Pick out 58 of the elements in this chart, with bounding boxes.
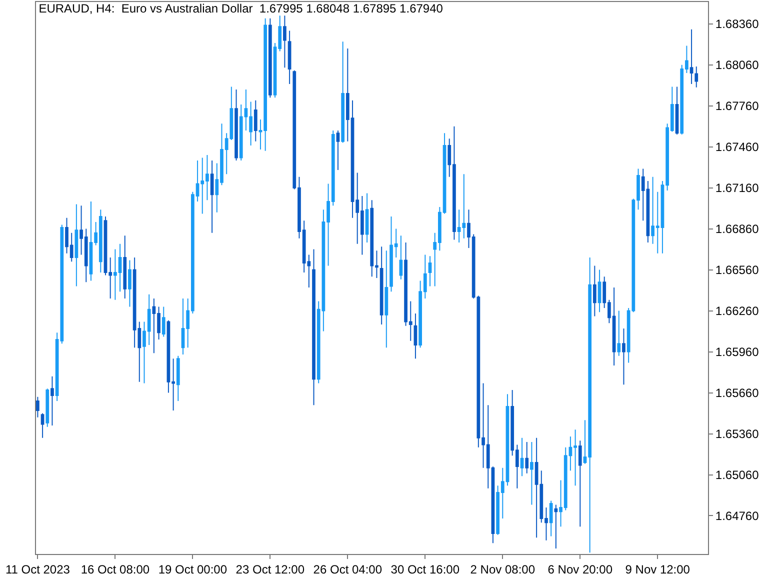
candlestick	[123, 235, 127, 299]
y-tick-label: 1.68060	[715, 58, 760, 72]
x-tick-label: 19 Oct 00:00	[158, 562, 228, 576]
candlestick	[176, 355, 180, 402]
y-tick-label: 1.67460	[715, 140, 760, 154]
candlestick	[162, 306, 166, 338]
y-tick-label: 1.64760	[715, 508, 760, 523]
candlestick	[365, 192, 369, 243]
candlestick	[530, 441, 534, 506]
y-tick-label: 1.65360	[715, 426, 760, 441]
candlestick	[414, 313, 418, 360]
y-tick-label: 1.66260	[715, 304, 760, 318]
x-tick-label: 26 Oct 04:00	[313, 562, 382, 576]
candlestick	[210, 160, 214, 234]
y-tick-label: 1.67760	[715, 99, 760, 114]
candlestick	[525, 441, 529, 474]
x-tick-label: 30 Oct 16:00	[390, 562, 460, 576]
candlestick	[234, 88, 238, 161]
candlestick	[598, 269, 602, 313]
candlestick	[288, 30, 292, 84]
x-tick-label: 2 Nov 08:00	[470, 562, 536, 576]
candlestick	[40, 412, 44, 438]
candlestick	[128, 260, 132, 308]
y-tick-label: 1.65960	[715, 344, 760, 359]
y-tick-label: 1.67160	[715, 181, 760, 196]
x-tick-label: 6 Nov 20:00	[548, 562, 613, 576]
candlestick	[36, 396, 40, 418]
chart-title: EURAUD, H4: Euro vs Australian Dollar 1.67995 1.68048 1.67895 1.67940	[38, 1, 444, 16]
candlestick	[399, 235, 403, 280]
candlestick	[268, 18, 272, 98]
x-tick-label: 9 Nov 12:00	[625, 562, 690, 576]
x-tick-label: 11 Oct 2023	[5, 562, 70, 576]
candlestick	[578, 440, 582, 528]
y-tick-label: 1.65060	[715, 468, 760, 482]
y-tick-label: 1.66860	[715, 222, 760, 236]
candlestick	[592, 265, 596, 317]
candlestick	[554, 504, 558, 550]
candlestick	[254, 100, 258, 142]
candlestick	[50, 376, 54, 426]
y-tick-label: 1.66560	[715, 263, 760, 277]
candlestick	[428, 256, 432, 287]
candlestick	[341, 41, 345, 144]
candlestick	[384, 250, 388, 348]
candlestick	[312, 248, 316, 406]
candlestick	[74, 204, 78, 287]
candlestick	[336, 130, 340, 171]
candlestick	[675, 86, 679, 136]
candlestick	[622, 328, 626, 386]
y-tick-label: 1.68360	[715, 17, 760, 32]
candlestick	[549, 500, 553, 537]
y-tick-label: 1.65660	[715, 386, 760, 400]
candlestick	[617, 310, 621, 356]
candlestick	[46, 388, 50, 428]
candlestick	[283, 15, 286, 68]
x-tick-label: 16 Oct 08:00	[80, 562, 150, 576]
candlestick	[520, 437, 524, 477]
x-tick-label: 23 Oct 12:00	[236, 562, 305, 576]
candlestick	[380, 246, 384, 325]
